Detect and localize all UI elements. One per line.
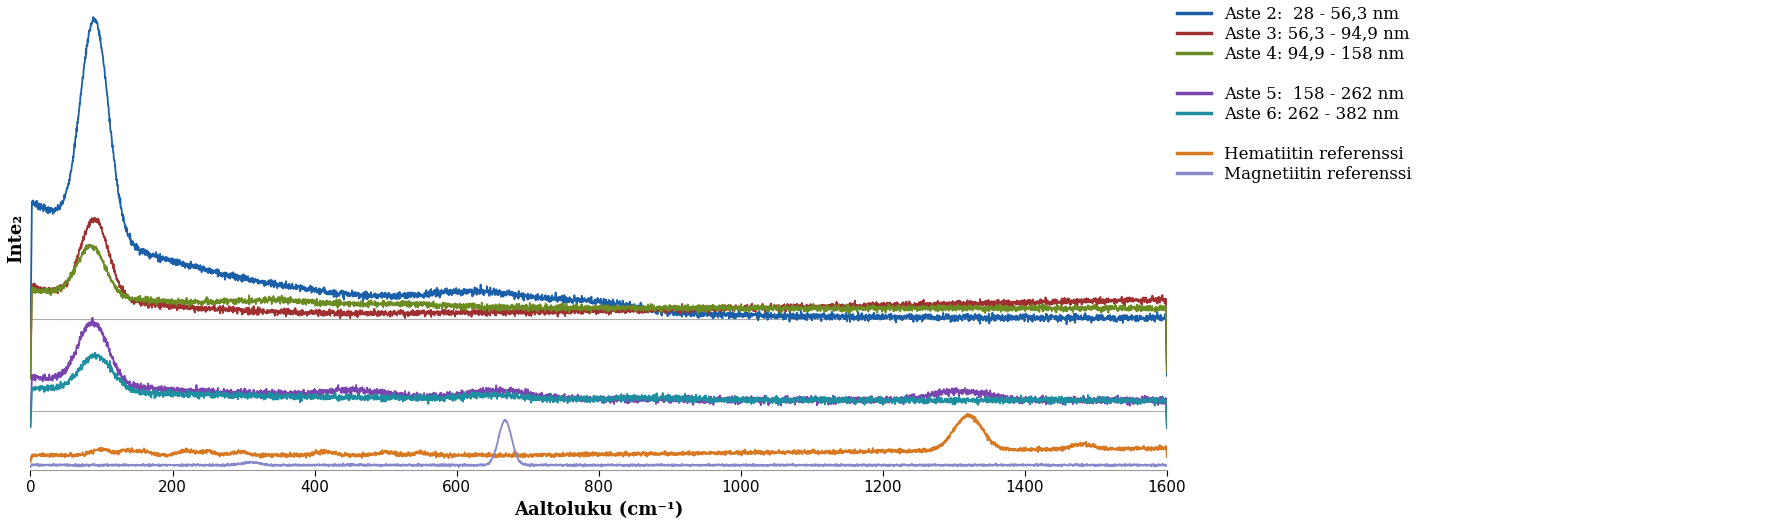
Y-axis label: Inte₂: Inte₂ (7, 214, 25, 263)
Legend: Aste 2:  28 - 56,3 nm, Aste 3: 56,3 - 94,9 nm, Aste 4: 94,9 - 158 nm, , Aste 5: : Aste 2: 28 - 56,3 nm, Aste 3: 56,3 - 94,… (1177, 6, 1411, 183)
X-axis label: Aaltoluku (cm⁻¹): Aaltoluku (cm⁻¹) (514, 501, 683, 519)
